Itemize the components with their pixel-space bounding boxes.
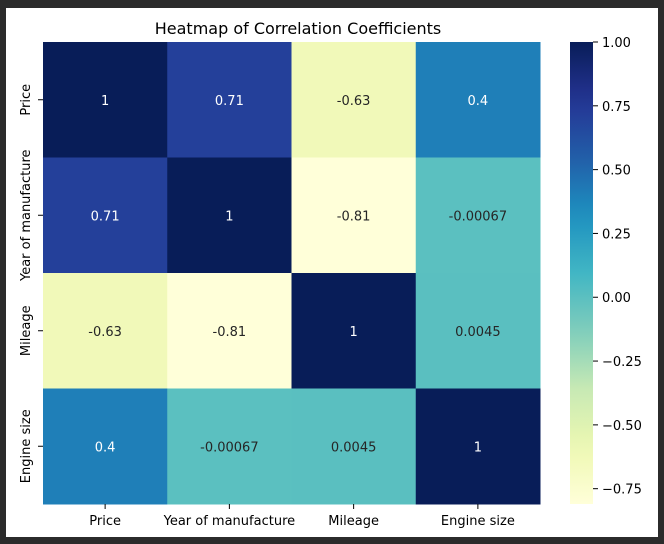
heatmap-cell [291, 42, 417, 158]
cell-value-label: 1 [225, 209, 233, 224]
colorbar-gradient [570, 42, 593, 504]
x-tick-label: Engine size [441, 514, 515, 529]
x-tick-label: Year of manufacture [163, 514, 296, 529]
cell-value-label: -0.63 [337, 94, 371, 109]
colorbar-tick-label: 0.50 [602, 164, 631, 179]
cell-value-label: -0.00067 [200, 440, 258, 455]
heatmap-cell [415, 273, 541, 389]
chart-title: Heatmap of Correlation Coefficients [155, 19, 442, 38]
cell-value-label: 1 [101, 94, 109, 109]
heatmap-cell [43, 273, 168, 389]
y-tick-label: Price [19, 84, 34, 116]
colorbar-tick-label: 0.25 [602, 227, 631, 242]
cell-value-label: -0.00067 [449, 209, 507, 224]
cell-value-label: 0.71 [91, 209, 120, 224]
y-axis: Price Year of manufacture Mileage Engine si… [19, 84, 43, 483]
colorbar-tick-label: 0.00 [602, 291, 631, 306]
heatmap-cell [167, 388, 292, 505]
heatmap-cell [291, 273, 417, 389]
colorbar: 1.00 0.75 0.50 0.25 0.00 −0.25 −0.50 −0.75 [570, 36, 642, 504]
heatmap-cell [291, 157, 417, 274]
heatmap-cell [415, 157, 541, 274]
heatmap-cell [167, 157, 292, 274]
cell-value-label: 1 [349, 325, 357, 340]
y-tick-label: Engine size [19, 409, 34, 483]
cell-value-label: 0.4 [468, 94, 489, 109]
cell-value-label: 0.71 [215, 94, 244, 109]
colorbar-tick-label: −0.50 [602, 419, 642, 434]
heatmap-cells [43, 42, 541, 505]
colorbar-tick-label: 0.75 [602, 100, 631, 115]
cell-value-labels: 1 0.71 -0.63 0.4 0.71 1 -0.81 -0.00067 -0.63 -0.8… [88, 94, 507, 456]
colorbar-tick-label: −0.25 [602, 355, 642, 370]
heatmap-chart: Heatmap of Correlation Coefficients 1 0.7… [19, 19, 642, 529]
y-tick-label: Mileage [19, 305, 34, 356]
y-tick-label: Year of manufacture [19, 149, 34, 282]
heatmap-cell [43, 157, 168, 274]
cell-value-label: 0.0045 [455, 325, 501, 340]
figure: Heatmap of Correlation Coefficients 1 0.7… [6, 8, 658, 537]
heatmap-cell [43, 388, 168, 505]
cell-value-label: -0.81 [337, 209, 371, 224]
heatmap-cell [415, 42, 541, 158]
heatmap-cell [167, 273, 292, 389]
heatmap-cell [43, 42, 168, 158]
cell-value-label: 0.4 [95, 440, 116, 455]
cell-value-label: 0.0045 [331, 440, 377, 455]
x-tick-label: Mileage [328, 514, 379, 529]
x-axis: Price Year of manufacture Mileage Engine si… [89, 504, 515, 529]
cell-value-label: -0.63 [88, 325, 122, 340]
colorbar-tick-label: 1.00 [602, 36, 631, 51]
heatmap-cell [415, 388, 541, 505]
x-tick-label: Price [89, 514, 121, 529]
colorbar-tick-label: −0.75 [602, 483, 642, 498]
heatmap-cell [167, 42, 292, 158]
heatmap-cell [291, 388, 417, 505]
cell-value-label: 1 [474, 440, 482, 455]
cell-value-label: -0.81 [213, 325, 247, 340]
